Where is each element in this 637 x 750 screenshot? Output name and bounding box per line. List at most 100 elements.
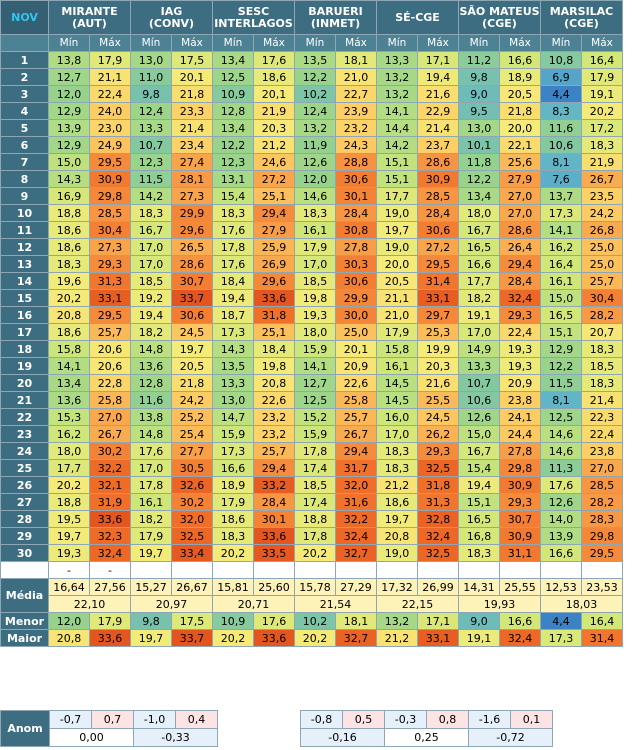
value-cell: 29,6 [253,272,295,290]
value-cell: 6,9 [540,68,582,86]
value-cell: 32,3 [89,527,131,545]
anom-avg-row: 0,00 -0,33 -0,16 0,25 -0,72 [1,728,553,747]
value-cell: 19,0 [376,544,418,562]
value-cell: 16,4 [540,255,582,273]
maior-value: 20,2 [212,629,254,647]
value-cell: 15,2 [294,408,336,426]
station-header: SÃO MATEUS (CGE) [458,0,541,35]
table-row: 24 18,0 30,2 17,6 27,7 17,3 25,7 17,8 29,4 18,3 29… [0,442,623,460]
anom-max: 0,5 [342,710,385,729]
media-avg-value: 18,03 [540,595,623,613]
value-cell: 14,8 [130,425,172,443]
value-cell: 18,3 [212,204,254,222]
value-cell: 12,6 [294,153,336,171]
value-cell: 12,4 [130,102,172,120]
value-cell: 24,4 [499,425,541,443]
value-cell: 24,1 [499,408,541,426]
value-cell: 15,0 [48,153,90,171]
value-cell: 17,9 [294,238,336,256]
value-cell: 20,2 [48,476,90,494]
min-header: Mín [540,34,582,52]
value-cell: 17,9 [212,493,254,511]
anom-min: -1,6 [468,710,511,729]
value-cell: 31,9 [89,493,131,511]
value-cell: 11,8 [458,153,500,171]
value-cell: 18,3 [581,374,623,392]
value-cell: 18,7 [212,306,254,324]
value-cell: 29,5 [417,255,459,273]
value-cell: 31,7 [335,459,377,477]
value-cell: 28,2 [581,306,623,324]
value-cell: 16,6 [540,544,582,562]
value-cell: 14,1 [540,221,582,239]
value-cell: 17,0 [130,238,172,256]
table-row: 18 15,8 20,6 14,8 19,7 14,3 18,4 15,9 20,1 15,8 19… [0,340,623,358]
value-cell: 19,4 [130,306,172,324]
media-value: 26,67 [171,578,213,596]
value-cell: 20,8 [253,374,295,392]
value-cell: 17,9 [376,323,418,341]
media-avg-value: 22,15 [376,595,459,613]
value-cell [253,561,295,579]
day-number: 24 [0,442,49,460]
value-cell: 21,1 [89,68,131,86]
value-cell: 22,4 [581,425,623,443]
value-cell: 18,2 [130,323,172,341]
value-cell: 31,3 [89,272,131,290]
value-cell: 22,6 [335,374,377,392]
value-cell: 16,4 [581,51,623,69]
table-row: 1 13,8 17,9 13,0 17,5 13,4 17,6 13,5 18,1 13,3 17,… [0,51,623,69]
value-cell: 17,7 [376,187,418,205]
value-cell: 13,5 [212,357,254,375]
value-cell: 20,7 [581,323,623,341]
value-cell: 28,4 [253,493,295,511]
value-cell: 23,8 [581,442,623,460]
day-number: 10 [0,204,49,222]
value-cell: 16,5 [458,510,500,528]
value-cell: 16,2 [48,425,90,443]
value-cell: 13,0 [130,51,172,69]
value-cell: 12,2 [540,357,582,375]
day-number: 2 [0,68,49,86]
value-cell: 17,3 [212,323,254,341]
value-cell: 17,8 [130,476,172,494]
value-cell: 18,3 [581,340,623,358]
value-cell: 14,0 [540,510,582,528]
anom-avg: -0,72 [468,728,553,747]
value-cell: 19,6 [48,272,90,290]
value-cell: 24,6 [253,153,295,171]
value-cell: 19,2 [130,289,172,307]
table-row: 7 15,0 29,5 12,3 27,4 12,3 24,6 12,6 28,8 15,1 28,… [0,153,623,171]
value-cell: 17,4 [294,493,336,511]
value-cell: 19,3 [499,340,541,358]
value-cell: 33,5 [253,544,295,562]
value-cell: 13,7 [540,187,582,205]
value-cell: 26,7 [89,425,131,443]
empty-cell [218,711,260,729]
value-cell: 12,7 [48,68,90,86]
value-cell: 20,6 [89,357,131,375]
value-cell: 32,5 [417,544,459,562]
value-cell: 13,5 [294,51,336,69]
value-cell: 30,9 [499,476,541,494]
value-cell: 17,5 [171,51,213,69]
value-cell: 29,7 [417,306,459,324]
value-cell: 15,9 [294,425,336,443]
value-cell: 18,0 [458,204,500,222]
value-cell: 33,1 [417,289,459,307]
value-cell: 18,8 [48,204,90,222]
value-cell: 31,3 [417,493,459,511]
value-cell: 32,4 [499,289,541,307]
value-cell [171,561,213,579]
value-cell: 17,9 [89,51,131,69]
value-cell: 14,6 [294,187,336,205]
value-cell: 25,8 [89,391,131,409]
maior-value: 21,2 [376,629,418,647]
value-cell: 18,3 [581,136,623,154]
value-cell: 31,6 [335,493,377,511]
value-cell: 21,8 [499,102,541,120]
value-cell: 21,2 [253,136,295,154]
value-cell: 12,0 [294,170,336,188]
corner-cell [0,34,49,52]
value-cell: 25,3 [417,323,459,341]
